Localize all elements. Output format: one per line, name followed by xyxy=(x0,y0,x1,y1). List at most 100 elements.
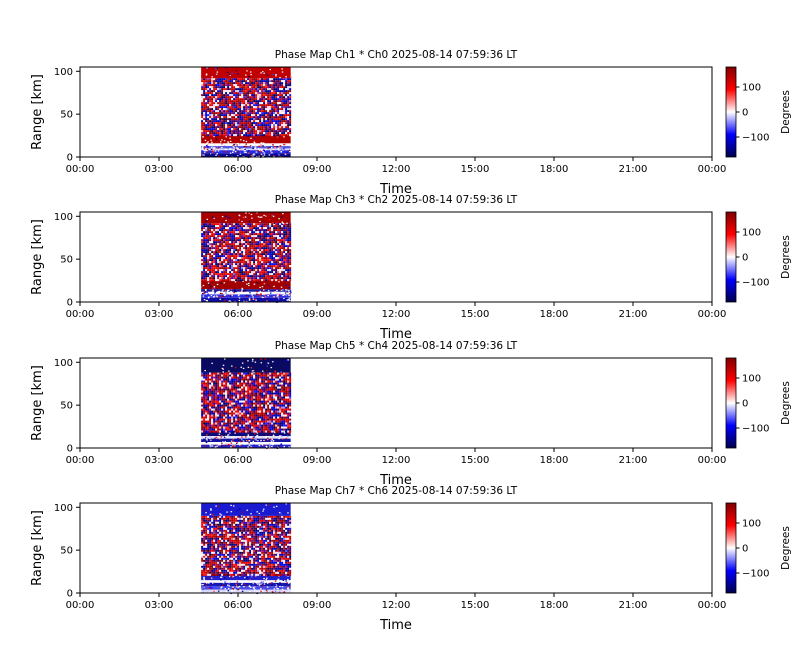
x-tick-label: 00:00 xyxy=(698,309,727,320)
x-tick-label: 21:00 xyxy=(619,455,648,466)
colorbar-gradient xyxy=(725,66,737,158)
heatmap-data xyxy=(201,212,292,303)
x-tick-label: 18:00 xyxy=(540,455,569,466)
x-axis-label: Time xyxy=(379,473,412,488)
y-tick-label: 0 xyxy=(67,444,73,455)
phase-map-panel-2: Phase Map Ch3 * Ch2 2025-08-14 07:59:36 … xyxy=(30,194,792,342)
colorbar-tick-label: −100 xyxy=(742,569,769,580)
x-tick-label: 06:00 xyxy=(224,164,253,175)
x-tick-label: 06:00 xyxy=(224,600,253,611)
heatmap-band xyxy=(201,589,291,593)
colorbar: 100 0 −100 Degrees xyxy=(725,211,792,303)
x-tick-label: 03:00 xyxy=(145,600,174,611)
y-tick-label: 50 xyxy=(60,401,73,412)
colorbar-tick-label: −100 xyxy=(742,278,769,289)
x-tick-label: 06:00 xyxy=(224,309,253,320)
heatmap-data xyxy=(201,503,293,595)
colorbar-tick-label: −100 xyxy=(742,133,769,144)
heatmap-band xyxy=(201,280,291,290)
heatmap-band xyxy=(201,297,291,302)
heatmap-band xyxy=(201,444,291,448)
x-tick-label: 12:00 xyxy=(382,455,411,466)
heatmap-data xyxy=(201,67,292,159)
x-tick-label: 18:00 xyxy=(540,600,569,611)
colorbar-gradient xyxy=(725,502,737,594)
colorbar-tick-label: 100 xyxy=(742,83,761,94)
heatmap-band xyxy=(201,358,291,373)
x-tick-label: 03:00 xyxy=(145,309,174,320)
panel-title: Phase Map Ch3 * Ch2 2025-08-14 07:59:36 … xyxy=(275,194,518,206)
y-tick-label: 0 xyxy=(67,153,73,164)
y-tick-label: 100 xyxy=(54,67,73,78)
y-tick-label: 0 xyxy=(67,589,73,600)
heatmap-band xyxy=(201,145,291,149)
heatmap-band xyxy=(201,503,291,516)
x-tick-label: 00:00 xyxy=(66,309,95,320)
heatmap-band xyxy=(201,582,291,587)
heatmap-band xyxy=(201,135,291,144)
heatmap-band xyxy=(201,430,291,436)
x-tick-label: 12:00 xyxy=(382,600,411,611)
heatmap-band xyxy=(201,438,291,442)
colorbar-tick-label: 100 xyxy=(742,519,761,530)
colorbar-tick-label: 0 xyxy=(742,544,748,555)
colorbar-tick-label: 0 xyxy=(742,253,748,264)
x-tick-label: 15:00 xyxy=(461,164,490,175)
heatmap-band xyxy=(201,586,291,590)
heatmap-band xyxy=(201,574,291,581)
plot-frame xyxy=(79,502,713,594)
panel-title: Phase Map Ch7 * Ch6 2025-08-14 07:59:36 … xyxy=(275,485,518,497)
colorbar: 100 0 −100 Degrees xyxy=(725,357,792,449)
colorbar-label: Degrees xyxy=(780,90,792,134)
heatmap-band xyxy=(201,291,291,295)
panel-title: Phase Map Ch5 * Ch4 2025-08-14 07:59:36 … xyxy=(275,340,518,352)
x-axis-label: Time xyxy=(379,327,412,342)
y-axis-label: Range [km] xyxy=(30,365,45,441)
heatmap-band xyxy=(201,442,291,445)
x-tick-label: 06:00 xyxy=(224,455,253,466)
colorbar-tick-label: −100 xyxy=(742,424,769,435)
x-tick-label: 18:00 xyxy=(540,309,569,320)
heatmap-band xyxy=(201,294,291,298)
colorbar: 100 0 −100 Degrees xyxy=(725,66,792,158)
x-tick-label: 00:00 xyxy=(66,455,95,466)
x-tick-label: 18:00 xyxy=(540,164,569,175)
plot-frame xyxy=(79,66,713,158)
x-tick-label: 00:00 xyxy=(698,600,727,611)
x-tick-label: 09:00 xyxy=(303,600,332,611)
plot-frame xyxy=(79,211,713,303)
phase-map-panel-1: Phase Map Ch1 * Ch0 2025-08-14 07:59:36 … xyxy=(30,49,792,197)
heatmap-band xyxy=(201,67,291,79)
y-tick-label: 50 xyxy=(60,110,73,121)
x-tick-label: 21:00 xyxy=(619,309,648,320)
colorbar: 100 0 −100 Degrees xyxy=(725,502,792,594)
x-tick-label: 12:00 xyxy=(382,309,411,320)
colorbar-gradient xyxy=(725,211,737,303)
heatmap-data xyxy=(201,358,293,450)
y-tick-label: 50 xyxy=(60,546,73,557)
y-tick-label: 50 xyxy=(60,255,73,266)
plot-frame xyxy=(79,357,713,449)
x-tick-label: 21:00 xyxy=(619,600,648,611)
heatmap-band xyxy=(201,580,291,583)
x-tick-label: 15:00 xyxy=(461,600,490,611)
x-tick-label: 00:00 xyxy=(66,164,95,175)
heatmap-band xyxy=(201,148,291,151)
y-tick-label: 0 xyxy=(67,298,73,309)
colorbar-tick-label: 100 xyxy=(742,374,761,385)
y-axis-label: Range [km] xyxy=(30,74,45,150)
phase-map-panel-3: Phase Map Ch5 * Ch4 2025-08-14 07:59:36 … xyxy=(30,340,792,488)
x-tick-label: 15:00 xyxy=(461,455,490,466)
colorbar-tick-label: 0 xyxy=(742,108,748,119)
panel-title: Phase Map Ch1 * Ch0 2025-08-14 07:59:36 … xyxy=(275,49,518,61)
x-tick-label: 21:00 xyxy=(619,164,648,175)
heatmap-band xyxy=(201,153,291,157)
x-tick-label: 03:00 xyxy=(145,455,174,466)
x-axis-label: Time xyxy=(379,618,412,633)
colorbar-label: Degrees xyxy=(780,526,792,570)
colorbar-tick-label: 100 xyxy=(742,228,761,239)
x-tick-label: 09:00 xyxy=(303,164,332,175)
x-tick-label: 09:00 xyxy=(303,309,332,320)
x-axis-label: Time xyxy=(379,182,412,197)
